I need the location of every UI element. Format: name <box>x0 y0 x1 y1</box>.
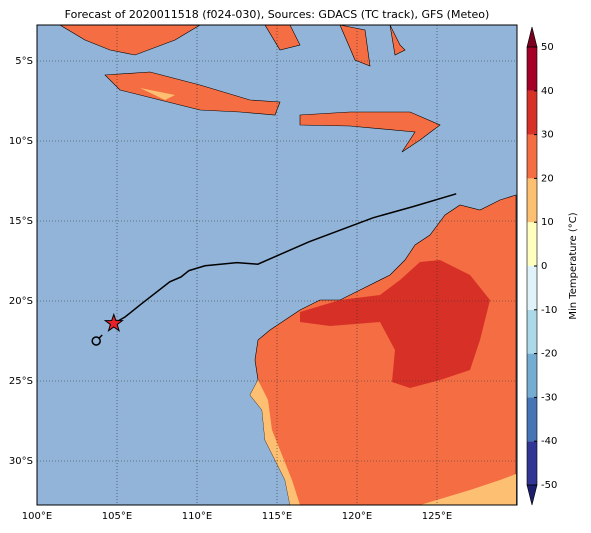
colorbar-tick-label: 20 <box>541 173 554 184</box>
y-tick-label: 30°S <box>9 456 33 467</box>
colorbar-segment <box>527 266 537 310</box>
colorbar-segment <box>527 222 537 266</box>
colorbar-tick-label: -10 <box>541 305 557 316</box>
island <box>389 24 406 56</box>
y-tick-label: 15°S <box>9 216 33 227</box>
warm-region <box>300 260 490 388</box>
track-line <box>113 193 457 325</box>
x-tick-label: 100°E <box>22 511 52 522</box>
java <box>104 71 281 116</box>
y-tick-label: 10°S <box>9 136 33 147</box>
cool-region <box>250 380 300 505</box>
colorbar-segment <box>527 134 537 179</box>
land <box>58 24 517 506</box>
colorbar-tick-label: -50 <box>541 480 557 491</box>
start-marker <box>91 336 101 346</box>
start-marker-tail <box>98 334 103 339</box>
colorbar-segment <box>527 90 537 135</box>
colorbar-tick-label: -20 <box>541 349 557 360</box>
sulawesi <box>339 24 371 67</box>
x-tick-label: 125°E <box>422 511 452 522</box>
x-tick-label: 105°E <box>102 511 132 522</box>
y-tick-label: 25°S <box>9 376 33 387</box>
colorbar-segment <box>527 441 537 485</box>
colorbar-tick-label: 10 <box>541 217 554 228</box>
x-tick-label: 115°E <box>262 511 292 522</box>
x-tick-label: 110°E <box>182 511 212 522</box>
colorbar-segment <box>527 47 537 91</box>
colorbar-tick-label: -30 <box>541 392 557 403</box>
colorbar-under <box>526 484 538 506</box>
colorbar-label: Min Temperature (°C) <box>568 212 579 319</box>
colorbar-tick-label: 30 <box>541 130 554 141</box>
y-tick-label: 20°S <box>9 296 33 307</box>
map-frame <box>36 24 518 506</box>
colorbar-segment <box>527 309 537 354</box>
colorbar-tick-label: 0 <box>541 261 547 272</box>
x-tick-label: 120°E <box>342 511 372 522</box>
cool-region <box>420 474 516 505</box>
colorbar-segment <box>527 353 537 398</box>
chart-title: Forecast of 2020011518 (f024-030), Sourc… <box>65 8 490 21</box>
colorbar-tick-label: 50 <box>541 42 554 53</box>
colorbar-tick-label: 40 <box>541 86 554 97</box>
islands <box>299 111 441 153</box>
colorbar-tick-label: -40 <box>541 436 557 447</box>
storm-marker <box>103 312 124 332</box>
colorbar-segment <box>527 178 537 223</box>
cool-region <box>140 88 175 100</box>
colorbar-over <box>526 26 538 48</box>
y-tick-label: 5°S <box>15 56 33 67</box>
colorbar-segment <box>527 397 537 442</box>
